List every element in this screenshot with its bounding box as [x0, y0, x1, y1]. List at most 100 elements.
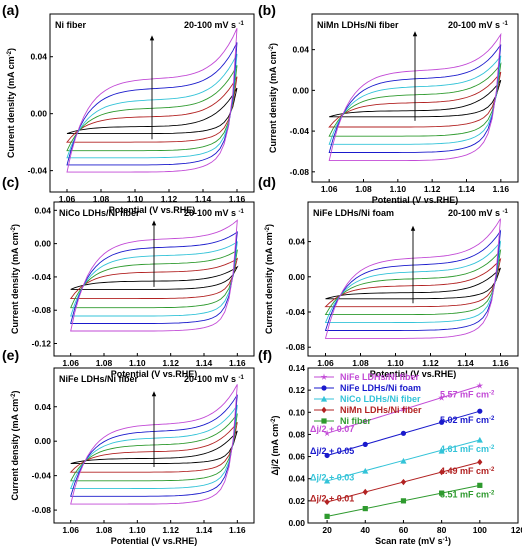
legend-entry: NiCo LDHs/Ni fiber: [340, 394, 421, 404]
x-tick-label: 1.14: [195, 194, 212, 204]
x-tick-label: 20: [322, 525, 332, 535]
y-tick-label: 0.04: [288, 474, 305, 484]
data-point: [477, 482, 483, 488]
x-tick-label: 40: [361, 525, 371, 535]
data-point: [400, 498, 407, 504]
panel-letter: (b): [258, 2, 276, 18]
x-tick-label: 1.12: [422, 358, 439, 368]
cv-loop-magenta: [328, 32, 502, 162]
plot-frame: [53, 201, 255, 357]
scan-rate-arrowhead: [151, 220, 157, 226]
y-tick-label: -0.04: [28, 166, 48, 176]
cv-loop-green: [324, 248, 502, 316]
data-point: [400, 478, 407, 486]
cv-panel-1: 1.06 1.08 1.10 1.12 1.14 1.16 -0.08 -0.04 0.00 0.…: [268, 13, 519, 205]
data-point: [400, 457, 407, 464]
data-point: [362, 441, 368, 447]
y-tick-label: 0.04: [34, 402, 51, 412]
y-axis-label: Current density (mA cm-2): [6, 48, 16, 158]
x-tick-label: 1.16: [493, 184, 510, 194]
data-point: [324, 513, 330, 519]
x-axis-label: Potential (V vs.RHE): [111, 536, 198, 546]
data-point: [323, 477, 331, 484]
cv-loop-magenta: [70, 384, 238, 505]
legend-entry: NiFe LDHs/Ni fiber: [340, 372, 420, 382]
x-tick-label: 1.08: [96, 358, 113, 368]
panel-sample-label: NiCo LDHs/Ni fiber: [59, 208, 140, 218]
slope-label: 5.57 mF cm-2: [440, 390, 495, 400]
cv-loop-cyan: [324, 240, 502, 324]
data-point: [438, 447, 445, 454]
y-tick-label: 0.00: [30, 109, 47, 119]
cv-loop-black: [325, 267, 501, 300]
y-tick-label: 0.04: [30, 52, 47, 62]
legend-marker: [321, 406, 327, 414]
cv-loop-green: [328, 62, 502, 137]
cv-loop-blue: [70, 394, 238, 497]
y-tick-label: 0.00: [288, 272, 305, 282]
cv-loop-red: [69, 257, 238, 300]
x-tick-label: 1.10: [387, 358, 404, 368]
cv-loop-blue: [66, 42, 238, 166]
x-tick-label: 1.14: [457, 358, 474, 368]
x-tick-label: 1.12: [161, 194, 178, 204]
scan-rate-arrowhead: [151, 391, 157, 397]
scan-rate-label: 20-100 mV s -1: [448, 208, 509, 218]
cv-loop-blue: [328, 44, 502, 153]
cv-loop-black: [329, 79, 502, 118]
data-point: [324, 498, 330, 506]
y-tick-label: -0.04: [290, 126, 310, 136]
cv-loop-green: [69, 413, 238, 482]
cv-panel-2: 1.06 1.08 1.10 1.12 1.14 1.16 -0.12 -0.08 -0.04 0…: [10, 201, 255, 379]
y-tick-label: 0.00: [34, 239, 51, 249]
data-point: [439, 419, 445, 425]
data-point: [476, 382, 484, 389]
scan-rate-label: 20-100 mV s -1: [184, 208, 245, 218]
y-tick-label: 0.14: [288, 363, 305, 373]
x-tick-label: 1.14: [196, 358, 213, 368]
scan-rate-label: 20-100 mV s -1: [448, 20, 509, 30]
scan-rate-label: 20-100 mV s -1: [184, 374, 245, 384]
scan-rate-label: 20-100 mV s -1: [184, 20, 245, 30]
cv-loop-cyan: [70, 241, 238, 317]
cv-panel-0: 1.06 1.08 1.10 1.12 1.14 1.16 -0.04 0.00 0.04 Ni …: [6, 13, 255, 215]
legend-marker: [321, 385, 327, 391]
x-axis-label: Scan rate (mV s-1): [375, 536, 451, 546]
y-tick-label: 0.00: [288, 518, 305, 528]
panel-letter: (d): [258, 174, 276, 190]
capacitance-panel: 20 40 60 80 100 120 0.00 0.02 0.04 0.06 0.08 0.10 0.…: [270, 363, 522, 546]
data-point: [477, 408, 483, 414]
y-tick-label: -0.04: [32, 471, 52, 481]
slope-label: 3.51 mF cm-2: [440, 489, 495, 499]
cv-loop-blue: [324, 229, 502, 331]
legend-entry: Ni fiber: [340, 416, 372, 426]
x-tick-label: 1.06: [62, 525, 79, 535]
data-point: [362, 488, 368, 496]
panel-letter: (e): [2, 347, 19, 363]
y-axis-label: Current density (mA cm-2): [264, 224, 274, 334]
slope-label: 4.49 mF cm-2: [440, 466, 495, 476]
y-tick-label: -0.04: [32, 272, 52, 282]
y-axis-label: Current density (mA cm-2): [10, 224, 20, 334]
y-tick-label: 0.12: [288, 385, 305, 395]
cv-loop-blue: [70, 231, 238, 324]
cv-loop-magenta: [70, 219, 238, 332]
x-tick-label: 1.08: [355, 184, 372, 194]
x-tick-label: 1.08: [93, 194, 110, 204]
panel-sample-label: NiMn LDHs/Ni fiber: [317, 20, 399, 30]
y-tick-label: 0.04: [288, 237, 305, 247]
cv-loop-cyan: [328, 55, 502, 145]
data-point: [476, 436, 483, 443]
x-tick-label: 1.08: [352, 358, 369, 368]
x-tick-label: 1.10: [129, 525, 146, 535]
y-tick-label: 0.04: [34, 205, 51, 215]
cv-loop-red: [324, 257, 502, 308]
legend-entry: NiMn LDHs/Ni fiber: [340, 405, 422, 415]
data-point: [400, 430, 407, 436]
cv-loop-black: [66, 87, 238, 135]
scan-rate-arrowhead: [410, 225, 416, 231]
y-tick-label: -0.04: [286, 307, 306, 317]
y-axis-label: Current density (mA cm-2): [268, 43, 278, 153]
y-axis-label: Δj/2 (mA cm-2): [270, 416, 280, 476]
y-tick-label: -0.12: [32, 339, 52, 349]
